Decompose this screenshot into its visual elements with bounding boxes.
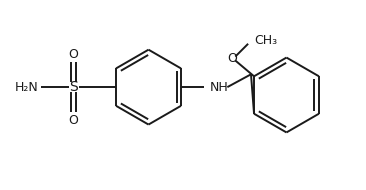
Text: O: O [69,114,79,127]
Text: CH₃: CH₃ [254,34,277,47]
Text: NH: NH [210,81,228,94]
Text: S: S [69,80,78,94]
Text: H₂N: H₂N [14,81,38,94]
Text: O: O [69,48,79,60]
Text: O: O [227,52,237,65]
